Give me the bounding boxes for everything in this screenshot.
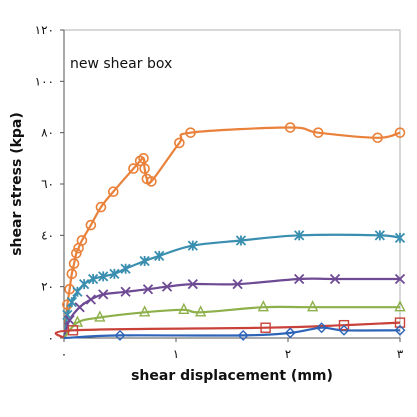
y-tick-label: ٠ bbox=[48, 331, 54, 345]
y-tick-label: ٢٠ bbox=[41, 280, 54, 294]
y-tick-label: ١٢٠ bbox=[35, 23, 54, 37]
data-point-circle bbox=[95, 201, 107, 213]
series-markers-3 bbox=[64, 273, 406, 326]
x-tick-label: ٣ bbox=[397, 347, 404, 361]
data-point-circle bbox=[139, 163, 150, 174]
x-axis-title: shear displacement (mm) bbox=[131, 368, 333, 384]
data-point-x bbox=[294, 273, 305, 285]
markers-layer bbox=[62, 122, 406, 341]
series-markers-6 bbox=[114, 322, 406, 341]
data-point-diamond bbox=[316, 322, 328, 334]
series-markers-5 bbox=[67, 317, 406, 336]
series-markers-1 bbox=[62, 122, 406, 310]
data-point-asterisk bbox=[139, 255, 150, 267]
data-point-triangle bbox=[139, 305, 151, 317]
series-line-2 bbox=[62, 233, 401, 339]
data-point-x bbox=[120, 286, 131, 297]
data-point-asterisk bbox=[109, 268, 120, 279]
data-point-asterisk bbox=[374, 230, 385, 241]
x-tick-label: ٢ bbox=[285, 347, 291, 361]
data-point-asterisk bbox=[394, 232, 406, 244]
data-point-square bbox=[67, 325, 79, 336]
data-point-x bbox=[74, 302, 85, 313]
data-point-circle bbox=[174, 137, 185, 149]
data-point-asterisk bbox=[66, 296, 77, 308]
data-point-asterisk bbox=[154, 250, 165, 262]
data-point-diamond bbox=[394, 324, 406, 336]
data-point-circle bbox=[372, 132, 383, 144]
data-point-asterisk bbox=[79, 278, 90, 290]
data-point-asterisk bbox=[87, 273, 99, 285]
data-point-triangle bbox=[257, 300, 269, 312]
series-line-1 bbox=[62, 126, 401, 339]
data-point-diamond bbox=[284, 327, 296, 339]
data-point-x bbox=[232, 278, 243, 290]
data-point-circle bbox=[312, 127, 324, 138]
y-tick-label: ٦٠ bbox=[41, 177, 54, 191]
data-point-circle bbox=[146, 176, 157, 187]
chart-annotation: new shear box bbox=[70, 56, 172, 72]
data-point-circle bbox=[107, 186, 119, 197]
data-point-x bbox=[64, 314, 75, 326]
data-point-square bbox=[338, 319, 350, 331]
data-point-circle bbox=[284, 122, 296, 133]
x-tick-label: ١ bbox=[173, 347, 179, 361]
series-markers-2 bbox=[62, 230, 406, 321]
data-point-triangle bbox=[94, 310, 106, 322]
series-line-4 bbox=[63, 305, 400, 339]
data-point-triangle bbox=[394, 300, 406, 312]
data-point-circle bbox=[85, 219, 97, 231]
data-point-x bbox=[142, 284, 154, 295]
data-point-circle bbox=[138, 153, 149, 164]
data-point-circle bbox=[71, 248, 82, 259]
y-tick-label: ٨٠ bbox=[41, 126, 54, 140]
data-point-asterisk bbox=[294, 230, 305, 241]
data-point-asterisk bbox=[98, 271, 109, 282]
data-point-asterisk bbox=[120, 263, 131, 274]
y-tick-label: ٤٠ bbox=[41, 228, 54, 242]
ticks-layer: ٠ ٢٠ ٤٠ ٦٠ ٨٠ ١٠٠ ١٢٠ ٠ ١ ٢ ٣ bbox=[35, 23, 404, 361]
data-point-circle bbox=[185, 127, 196, 138]
data-point-circle bbox=[68, 258, 80, 269]
data-point-x bbox=[394, 273, 406, 285]
data-point-circle bbox=[128, 163, 139, 174]
x-tick-label: ٠ bbox=[61, 347, 67, 361]
data-point-circle bbox=[394, 127, 406, 138]
data-point-x bbox=[161, 281, 173, 292]
data-point-asterisk bbox=[235, 235, 247, 246]
data-point-square bbox=[394, 317, 406, 328]
y-tick-label: ١٠٠ bbox=[35, 74, 54, 88]
data-point-x bbox=[85, 294, 97, 305]
series-line-5 bbox=[54, 321, 401, 340]
data-point-circle bbox=[66, 268, 78, 280]
data-point-triangle bbox=[195, 305, 207, 317]
data-point-asterisk bbox=[187, 240, 198, 251]
data-point-x bbox=[98, 289, 109, 300]
y-axis-title: shear stress (kpa) bbox=[9, 112, 25, 256]
data-point-circle bbox=[76, 235, 88, 246]
data-point-diamond bbox=[338, 324, 350, 336]
data-point-diamond bbox=[114, 329, 126, 341]
data-point-triangle bbox=[178, 302, 190, 314]
data-point-diamond bbox=[237, 329, 249, 341]
data-point-triangle bbox=[307, 300, 319, 312]
data-point-x bbox=[329, 273, 341, 285]
data-point-x bbox=[187, 278, 198, 290]
data-point-square bbox=[260, 322, 271, 333]
